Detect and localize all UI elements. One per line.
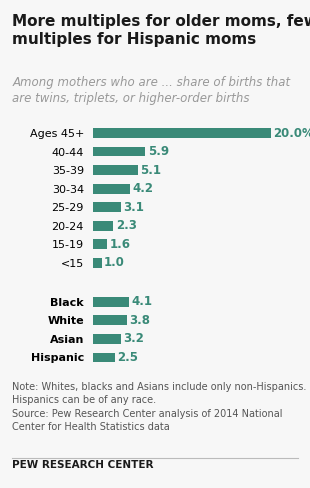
Text: 3.1: 3.1 — [123, 201, 144, 214]
Text: 3.8: 3.8 — [129, 314, 150, 327]
Text: 5.1: 5.1 — [140, 163, 162, 177]
Bar — [93, 184, 130, 194]
Bar — [93, 297, 129, 306]
Bar — [93, 240, 107, 249]
Text: 2.3: 2.3 — [116, 219, 136, 232]
Text: PEW RESEARCH CENTER: PEW RESEARCH CENTER — [12, 460, 154, 469]
Text: 5.9: 5.9 — [148, 145, 169, 158]
Bar — [93, 258, 102, 267]
Bar — [93, 165, 138, 175]
Text: Among mothers who are ... share of births that
are twins, triplets, or higher-or: Among mothers who are ... share of birth… — [12, 76, 290, 104]
Text: More multiples for older moms, fewer
multiples for Hispanic moms: More multiples for older moms, fewer mul… — [12, 14, 310, 47]
Bar — [93, 334, 122, 344]
Text: 4.1: 4.1 — [132, 295, 153, 308]
Bar — [93, 128, 271, 138]
Text: 1.0: 1.0 — [104, 256, 125, 269]
Text: 2.5: 2.5 — [117, 351, 138, 364]
Bar — [93, 147, 145, 157]
Bar — [93, 221, 113, 231]
Text: 1.6: 1.6 — [109, 238, 131, 251]
Text: 3.2: 3.2 — [124, 332, 144, 346]
Bar — [93, 352, 115, 362]
Text: Note: Whites, blacks and Asians include only non-Hispanics.
Hispanics can be of : Note: Whites, blacks and Asians include … — [12, 382, 307, 432]
Text: 20.0%: 20.0% — [273, 126, 310, 140]
Bar — [93, 315, 127, 325]
Bar — [93, 203, 121, 212]
Text: 4.2: 4.2 — [132, 182, 153, 195]
